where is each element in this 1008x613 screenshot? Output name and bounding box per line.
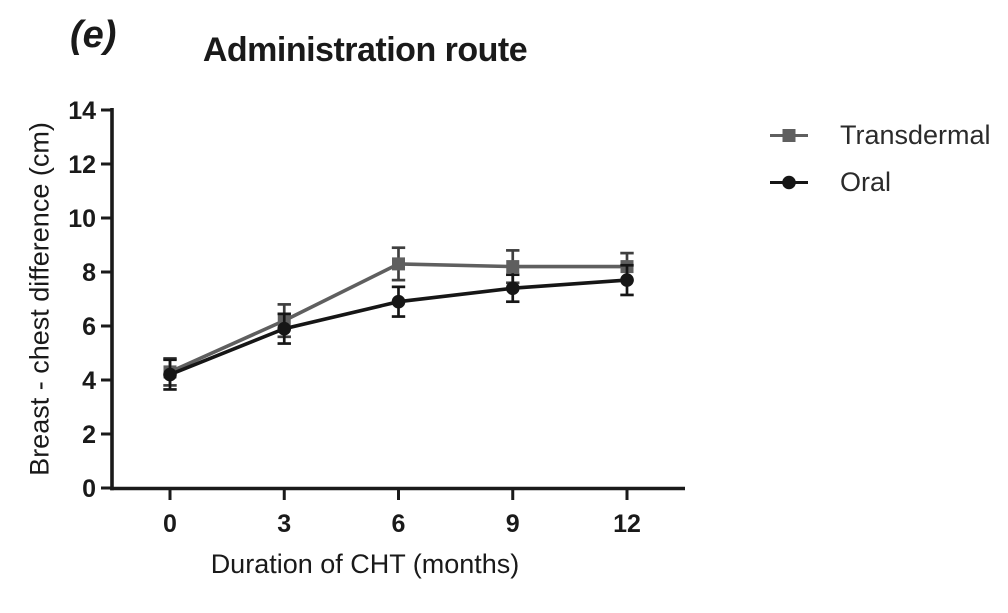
data-point-oral <box>391 294 406 309</box>
data-point-oral <box>620 273 634 287</box>
transdermal-square-marker-icon <box>770 129 808 142</box>
y-tick-label: 14 <box>68 97 96 125</box>
y-tick-label: 6 <box>82 313 96 341</box>
x-axis-label: Duration of CHT (months) <box>210 549 520 579</box>
x-tick-label: 3 <box>277 510 291 538</box>
data-point-transdermal <box>506 260 520 274</box>
data-point-oral <box>163 367 177 382</box>
data-point-transdermal <box>391 257 405 271</box>
legend-label-transdermal: Transdermal <box>840 120 991 150</box>
legend: Transdermal Oral <box>770 112 991 206</box>
panel-label: (e) <box>70 14 117 56</box>
data-point-oral <box>277 321 292 336</box>
y-tick-label: 4 <box>82 367 96 395</box>
y-axis-label: Breast - chest difference (cm) <box>24 122 55 476</box>
oral-circle-marker-icon <box>770 175 808 190</box>
y-tick-label: 0 <box>82 475 96 503</box>
x-tick-label: 0 <box>163 510 177 538</box>
legend-item-oral: Oral <box>770 159 991 206</box>
y-tick-label: 2 <box>82 421 96 449</box>
data-point-oral <box>505 281 520 296</box>
x-tick-label: 12 <box>613 510 641 538</box>
x-tick-label: 6 <box>392 510 406 538</box>
y-tick-label: 12 <box>68 151 96 179</box>
y-tick-label: 10 <box>68 205 96 233</box>
legend-item-transdermal: Transdermal <box>770 112 991 159</box>
chart-title: Administration route <box>202 31 528 69</box>
x-tick-label: 9 <box>506 510 520 538</box>
legend-label-oral: Oral <box>840 167 892 197</box>
y-tick-label: 8 <box>82 259 96 287</box>
